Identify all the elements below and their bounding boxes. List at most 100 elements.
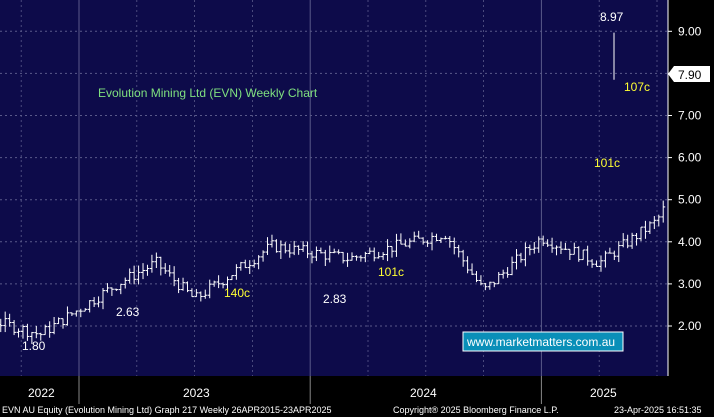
ohlc-bar [478,275,483,286]
ohlc-bar [34,325,39,339]
ohlc-bar [318,247,323,254]
ohlc-bar [363,251,368,263]
x-tick-2024: 2024 [410,386,437,400]
ohlc-bar [412,231,417,243]
ohlc-bar [501,269,506,279]
ohlc-bar [510,256,515,276]
ohlc-bar [87,300,92,313]
ohlc-bar [198,291,203,302]
watermark-text[interactable]: www.marketmatters.com.au [466,335,615,349]
ohlc-bar [367,247,372,255]
ohlc-bar [550,237,555,253]
ohlc-bar [558,241,563,255]
ohlc-bar [545,239,550,247]
ohlc-bar [167,265,172,277]
ohlc-bar [638,226,643,241]
ohlc-bar [554,245,559,256]
ohlc-bar [518,252,523,263]
ohlc-bar [52,317,57,335]
ohlc-bar [563,242,568,251]
ohlc-bar [567,248,572,260]
ohlc-bar [194,288,199,298]
footer-timestamp: 23-Apr-2025 16:51:35 [614,405,702,415]
chart-title: Evolution Mining Ltd (EVN) Weekly Chart [98,86,318,100]
ohlc-bar [105,283,110,293]
x-tick-2022: 2022 [28,386,55,400]
ohlc-bar [483,282,488,291]
ohlc-bar [625,234,630,249]
ohlc-bar [456,244,461,258]
last-price-tag [668,66,710,82]
ohlc-bar [332,248,337,254]
ohlc-bar [434,233,439,242]
ohlc-bar [221,282,226,289]
ohlc-bar [581,249,586,261]
ohlc-bar [345,252,350,267]
ohlc-bar [212,280,217,287]
ohlc-bar [181,277,186,291]
ohlc-bar [327,245,332,263]
ohlc-bar [123,277,128,289]
ohlc-bar [92,297,97,308]
ohlc-bar [407,238,412,249]
ohlc-bar [78,308,83,318]
ohlc-bar [25,323,30,341]
ohlc-bar [207,279,212,299]
ohlc-bar [358,255,363,262]
ohlc-bar [634,233,639,246]
ohlc-bar [256,255,261,270]
ohlc-bar [292,240,297,256]
watermark[interactable]: www.marketmatters.com.au [462,331,624,352]
ohlc-bar [65,306,70,326]
ohlc-bar [341,251,346,264]
ohlc-bar [141,263,146,280]
ohlc-bar [421,237,426,245]
ohlc-bar [532,242,537,254]
y-tick-label: 5.00 [678,193,702,207]
ohlc-bar [496,271,501,285]
ohlc-bar [278,240,283,259]
ohlc-bar [261,250,266,262]
annotation-rally-2023b: 101c [378,265,404,279]
ohlc-bar [114,288,119,292]
annotation-high: 8.97 [600,10,624,24]
ohlc-bar [656,214,661,227]
ohlc-bar [216,275,221,289]
ohlc-bar [234,264,239,280]
ohlc-bar [238,261,243,271]
ohlc-bar [16,328,21,338]
ohlc-bar [83,308,88,312]
ohlc-bar [283,242,288,254]
ohlc-bar [394,233,399,257]
annotation-low-2022: 2.63 [116,305,140,319]
footer-source: EVN AU Equity (Evolution Mining Ltd) Gra… [2,405,332,415]
ohlc-bar [136,265,141,285]
y-tick-label: 4.00 [678,235,702,249]
ohlc-bar [385,239,390,262]
ohlc-bar [470,263,475,276]
ohlc-bar [576,246,581,262]
last-price-label: 7.90 [668,66,710,82]
annotation-rally-2025: 107c [624,80,650,94]
x-tick-2023: 2023 [183,386,210,400]
ohlc-bar [594,260,599,267]
annotation-rally-2023: 140c [224,286,250,300]
ohlc-bar [296,245,301,255]
ohlc-bar [465,256,470,274]
ohlc-bar [430,232,435,251]
ohlc-bar [3,311,8,333]
annotation-low-2023: 2.83 [323,292,347,306]
price-bars [0,32,666,344]
ohlc-bar [47,321,52,338]
last-price-text: 7.90 [678,68,702,82]
ohlc-bar [492,281,497,288]
ohlc-bar [354,255,359,261]
ohlc-bar [309,250,314,264]
annotation-rally-2024: 101c [594,156,620,170]
ohlc-bar [643,220,648,239]
ohlc-bar [603,250,608,268]
ohlc-bar [189,288,194,298]
ohlc-bar [390,245,395,258]
ohlc-bar [572,242,577,255]
ohlc-bar [56,317,61,325]
